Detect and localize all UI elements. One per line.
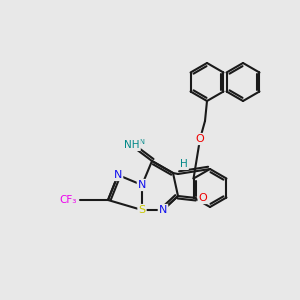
Text: H: H	[126, 140, 134, 150]
Text: O: O	[196, 134, 204, 144]
Text: H: H	[180, 159, 188, 169]
Text: CF₃: CF₃	[59, 195, 77, 205]
Text: O: O	[199, 193, 207, 203]
Text: N: N	[138, 180, 146, 190]
Text: N: N	[114, 170, 122, 180]
Text: S: S	[138, 205, 146, 215]
Text: N: N	[159, 205, 167, 215]
Text: NH: NH	[124, 140, 140, 150]
Text: imN: imN	[131, 139, 145, 145]
